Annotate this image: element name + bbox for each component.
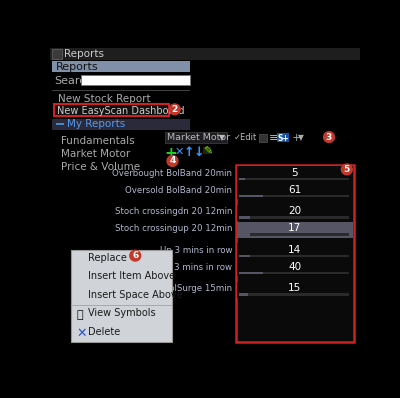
Text: ≡: ≡ <box>269 133 279 143</box>
Text: VolSurge 15min: VolSurge 15min <box>164 284 232 293</box>
Text: Delete: Delete <box>88 326 120 336</box>
Circle shape <box>130 250 141 261</box>
Text: 4: 4 <box>169 156 176 166</box>
Bar <box>52 61 190 72</box>
Text: Market Motor: Market Motor <box>167 133 230 142</box>
Bar <box>237 282 353 298</box>
Text: Oversold BolBand 20min: Oversold BolBand 20min <box>125 185 232 195</box>
Text: +: + <box>292 133 301 143</box>
Bar <box>237 243 353 259</box>
Bar <box>239 233 349 236</box>
Text: Search: Search <box>54 76 92 86</box>
Text: Fundamentals: Fundamentals <box>61 136 134 146</box>
Circle shape <box>324 132 334 142</box>
Bar <box>239 217 250 219</box>
Bar <box>239 195 349 197</box>
Text: New Stock Report: New Stock Report <box>58 94 150 104</box>
Text: 17: 17 <box>288 223 302 233</box>
Text: My Reports: My Reports <box>67 119 125 129</box>
Text: 40: 40 <box>288 262 302 272</box>
Bar <box>237 222 353 238</box>
Circle shape <box>169 104 180 115</box>
Text: Stoch crossingdn 20 12min: Stoch crossingdn 20 12min <box>115 207 232 216</box>
Bar <box>165 133 227 143</box>
Text: 20: 20 <box>288 207 302 217</box>
Bar <box>52 119 190 130</box>
Bar <box>71 305 172 306</box>
Text: 6: 6 <box>132 251 138 260</box>
Text: 14: 14 <box>288 245 302 255</box>
Text: ▼: ▼ <box>219 133 225 142</box>
Text: ✕: ✕ <box>175 147 184 157</box>
Bar <box>277 133 290 142</box>
Bar <box>52 90 190 91</box>
Text: ✎: ✎ <box>203 147 212 157</box>
Bar <box>237 166 353 183</box>
Text: New EasyScan Dashboard: New EasyScan Dashboard <box>57 105 184 115</box>
Circle shape <box>341 164 352 175</box>
Bar <box>54 104 168 115</box>
Bar <box>103 49 104 59</box>
Text: 5: 5 <box>292 168 298 178</box>
Bar <box>239 233 250 236</box>
Text: Reports: Reports <box>56 62 98 72</box>
Text: S+: S+ <box>278 134 289 143</box>
Text: ✓Edit: ✓Edit <box>234 133 257 142</box>
Text: 15: 15 <box>288 283 302 293</box>
Text: View Symbols: View Symbols <box>88 308 156 318</box>
Text: 61: 61 <box>288 185 302 195</box>
Bar <box>239 293 248 296</box>
Text: Up 3 mins in row: Up 3 mins in row <box>160 246 232 255</box>
Text: Price & Volume: Price & Volume <box>61 162 140 172</box>
Bar <box>203 147 211 154</box>
Bar <box>81 76 190 86</box>
Bar <box>237 260 353 277</box>
Bar <box>56 123 64 125</box>
Bar <box>239 195 263 197</box>
Text: Insert Item Above: Insert Item Above <box>88 271 175 281</box>
Text: ↑: ↑ <box>184 146 194 159</box>
Bar <box>239 178 349 180</box>
Text: Market Motor: Market Motor <box>61 148 130 159</box>
Bar <box>239 217 349 219</box>
Bar <box>71 250 172 342</box>
Circle shape <box>167 156 178 166</box>
Text: Reports: Reports <box>64 49 104 59</box>
Text: +: + <box>165 146 178 160</box>
Text: Stoch crossingup 20 12min: Stoch crossingup 20 12min <box>115 224 232 233</box>
Text: 🔥: 🔥 <box>76 310 83 320</box>
Bar <box>239 272 263 274</box>
Bar <box>239 293 349 296</box>
Text: Insert Space Above: Insert Space Above <box>88 289 182 300</box>
Text: ▼: ▼ <box>298 133 304 142</box>
Text: 5: 5 <box>344 165 350 174</box>
Bar <box>239 178 245 180</box>
Text: ✕: ✕ <box>76 326 87 339</box>
Bar <box>50 48 360 60</box>
Text: 2: 2 <box>172 105 178 114</box>
Text: Overbought BolBand 20min: Overbought BolBand 20min <box>112 169 232 178</box>
Bar <box>237 205 353 221</box>
Text: 3: 3 <box>326 133 332 142</box>
Bar <box>236 165 354 342</box>
Bar <box>52 49 62 59</box>
Bar <box>239 272 349 274</box>
Bar <box>259 134 267 142</box>
Bar <box>239 255 349 257</box>
Bar <box>239 255 250 257</box>
Text: ↓: ↓ <box>193 146 204 159</box>
Text: Replace: Replace <box>88 253 127 263</box>
Text: Down 3 mins in row: Down 3 mins in row <box>147 263 232 271</box>
Bar <box>237 183 353 199</box>
